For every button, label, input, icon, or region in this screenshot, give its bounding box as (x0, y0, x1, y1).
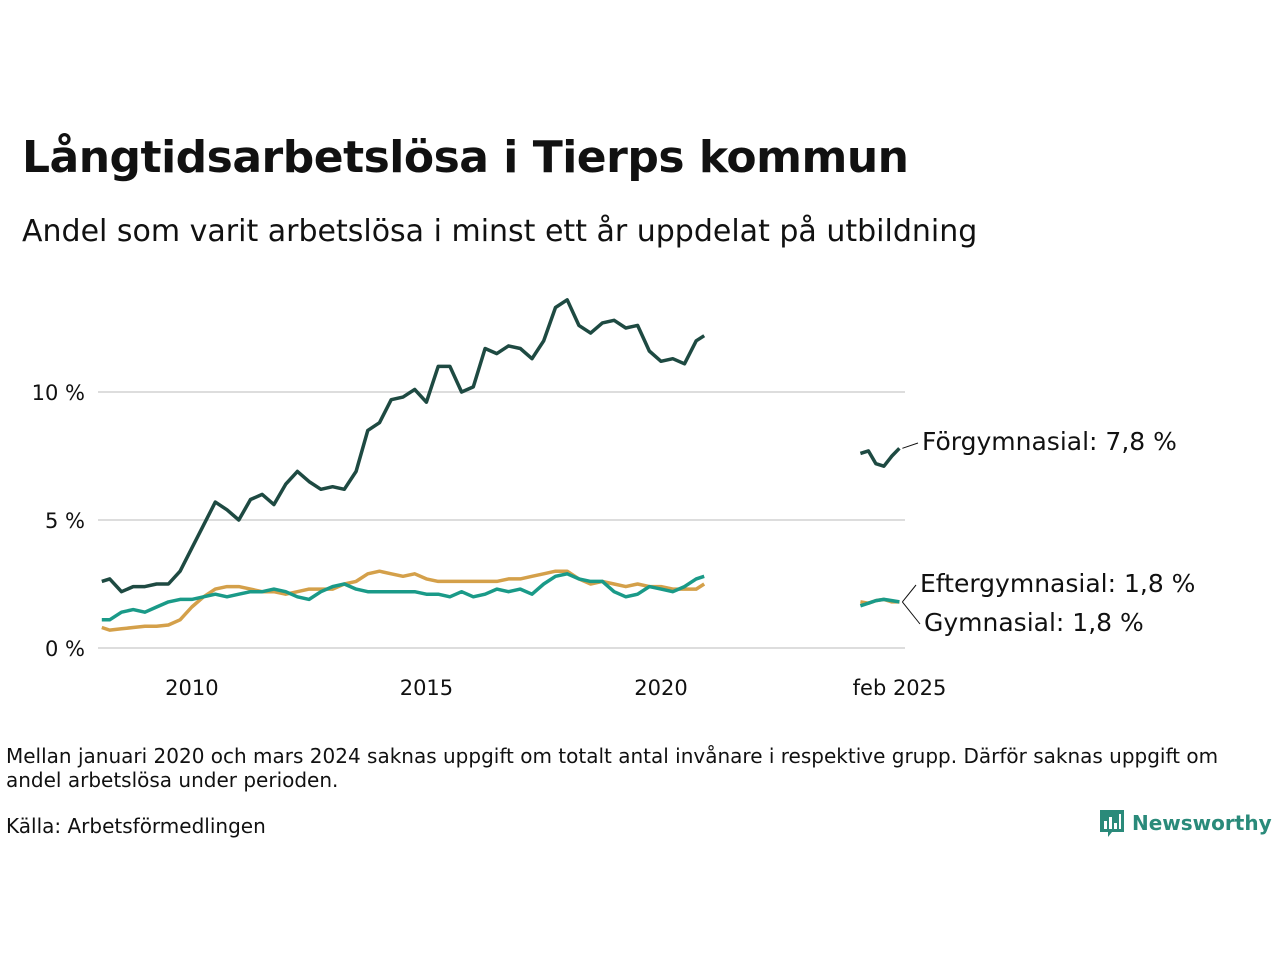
series-end-label: Eftergymnasial: 1,8 % (920, 569, 1195, 598)
newsworthy-logo: Newsworthy (1098, 808, 1272, 838)
series-line-förgymnasial (101, 298, 706, 594)
x-tick-label: 2015 (400, 676, 453, 700)
x-tick-label: feb 2025 (853, 676, 947, 700)
chart-title: Långtidsarbetslösa i Tierps kommun (22, 132, 909, 183)
series-end-label: Förgymnasial: 7,8 % (922, 427, 1177, 456)
footnote: Mellan januari 2020 och mars 2024 saknas… (6, 744, 1219, 792)
y-tick-label: 5 % (45, 509, 85, 533)
source-note: Källa: Arbetsförmedlingen (6, 814, 266, 838)
line-chart: 0 % 5 % 10 % 2010 2015 2020 feb 2025 Förgymna… (32, 298, 1195, 700)
bar-chart-icon (1100, 810, 1124, 837)
x-tick-label: 2020 (634, 676, 687, 700)
series-lines (101, 298, 901, 632)
series-line-eftergymnasial (101, 572, 705, 622)
y-tick-label: 0 % (45, 637, 85, 661)
series-line-förgymnasial (859, 447, 901, 468)
y-tick-label: 10 % (32, 381, 85, 405)
series-end-label: Gymnasial: 1,8 % (924, 608, 1144, 637)
x-tick-label: 2010 (165, 676, 218, 700)
gridlines (98, 391, 905, 649)
series-line-gymnasial (101, 569, 706, 632)
x-axis-ticks: 2010 2015 2020 feb 2025 (165, 676, 946, 700)
chart-subtitle: Andel som varit arbetslösa i minst ett å… (22, 214, 978, 249)
label-leader (901, 601, 921, 625)
brand-name: Newsworthy (1132, 811, 1272, 835)
label-leader (902, 442, 919, 449)
series-end-labels: Förgymnasial: 7,8 % Eftergymnasial: 1,8 %… (901, 427, 1195, 637)
label-leader (901, 584, 917, 603)
series-line-eftergymnasial (859, 597, 900, 608)
y-axis-ticks: 0 % 5 % 10 % (32, 381, 85, 661)
